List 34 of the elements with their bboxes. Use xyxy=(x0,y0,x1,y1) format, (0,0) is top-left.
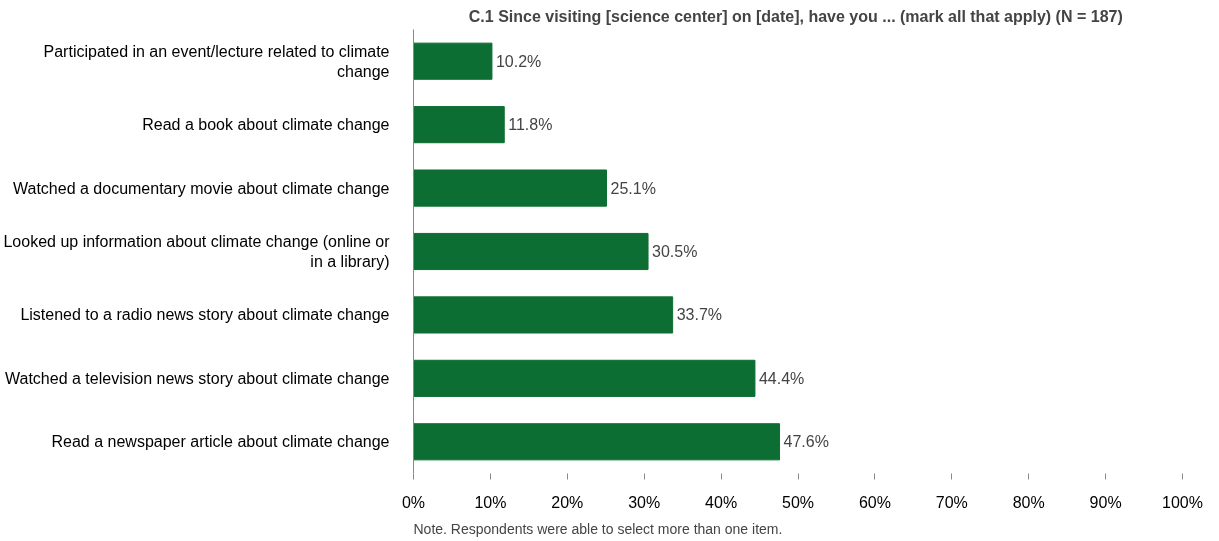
data-label: 30.5% xyxy=(652,243,698,260)
y-tick-label: Participated in an event/lecture related to climate change xyxy=(43,42,390,80)
chart-title: C.1 Since visiting [science center] on [date], have you ... (mark all that apply) (N = 187) xyxy=(468,7,1123,25)
x-tick-label: 70% xyxy=(935,493,968,511)
y-tick-label: Watched a documentary movie about climate change xyxy=(13,179,390,197)
data-label: 47.6% xyxy=(783,433,829,451)
bar xyxy=(413,232,649,271)
x-tick-label: 90% xyxy=(1089,493,1122,511)
text: Note. Respondents were able to select more than one item. xyxy=(413,520,783,537)
data-label: 44.4% xyxy=(758,369,805,387)
data-label: 11.8% xyxy=(508,116,553,134)
y-tick-label: Listened to a radio news story about climate change xyxy=(20,306,390,324)
data-label: 10.2% xyxy=(495,52,542,70)
x-tick-label: 60% xyxy=(858,493,891,511)
x-tick-label: 50% xyxy=(781,493,815,511)
x-tick-label: 100% xyxy=(1162,493,1203,511)
y-tick-label: Read a book about climate change xyxy=(142,116,390,134)
x-tick-label: 40% xyxy=(705,493,738,511)
bar xyxy=(413,359,756,397)
bar xyxy=(413,169,608,207)
data-label: 25.1% xyxy=(610,179,656,197)
bar xyxy=(413,106,505,144)
bar xyxy=(413,42,493,80)
data-label: 33.7% xyxy=(676,306,723,324)
y-tick-label: Watched a television news story about climate change xyxy=(5,369,390,387)
y-tick-label: Read a newspaper article about climate change xyxy=(51,433,390,451)
x-tick-label: 30% xyxy=(628,493,661,511)
x-tick-label: 10% xyxy=(474,493,507,511)
x-tick-label: 0% xyxy=(401,493,426,511)
x-tick-label: 80% xyxy=(1012,493,1045,511)
y-tick-label: Looked up information about climate change (online or in a library) xyxy=(3,232,391,271)
x-tick-label: 20% xyxy=(551,493,584,511)
bar xyxy=(413,296,674,334)
bar xyxy=(413,423,781,461)
